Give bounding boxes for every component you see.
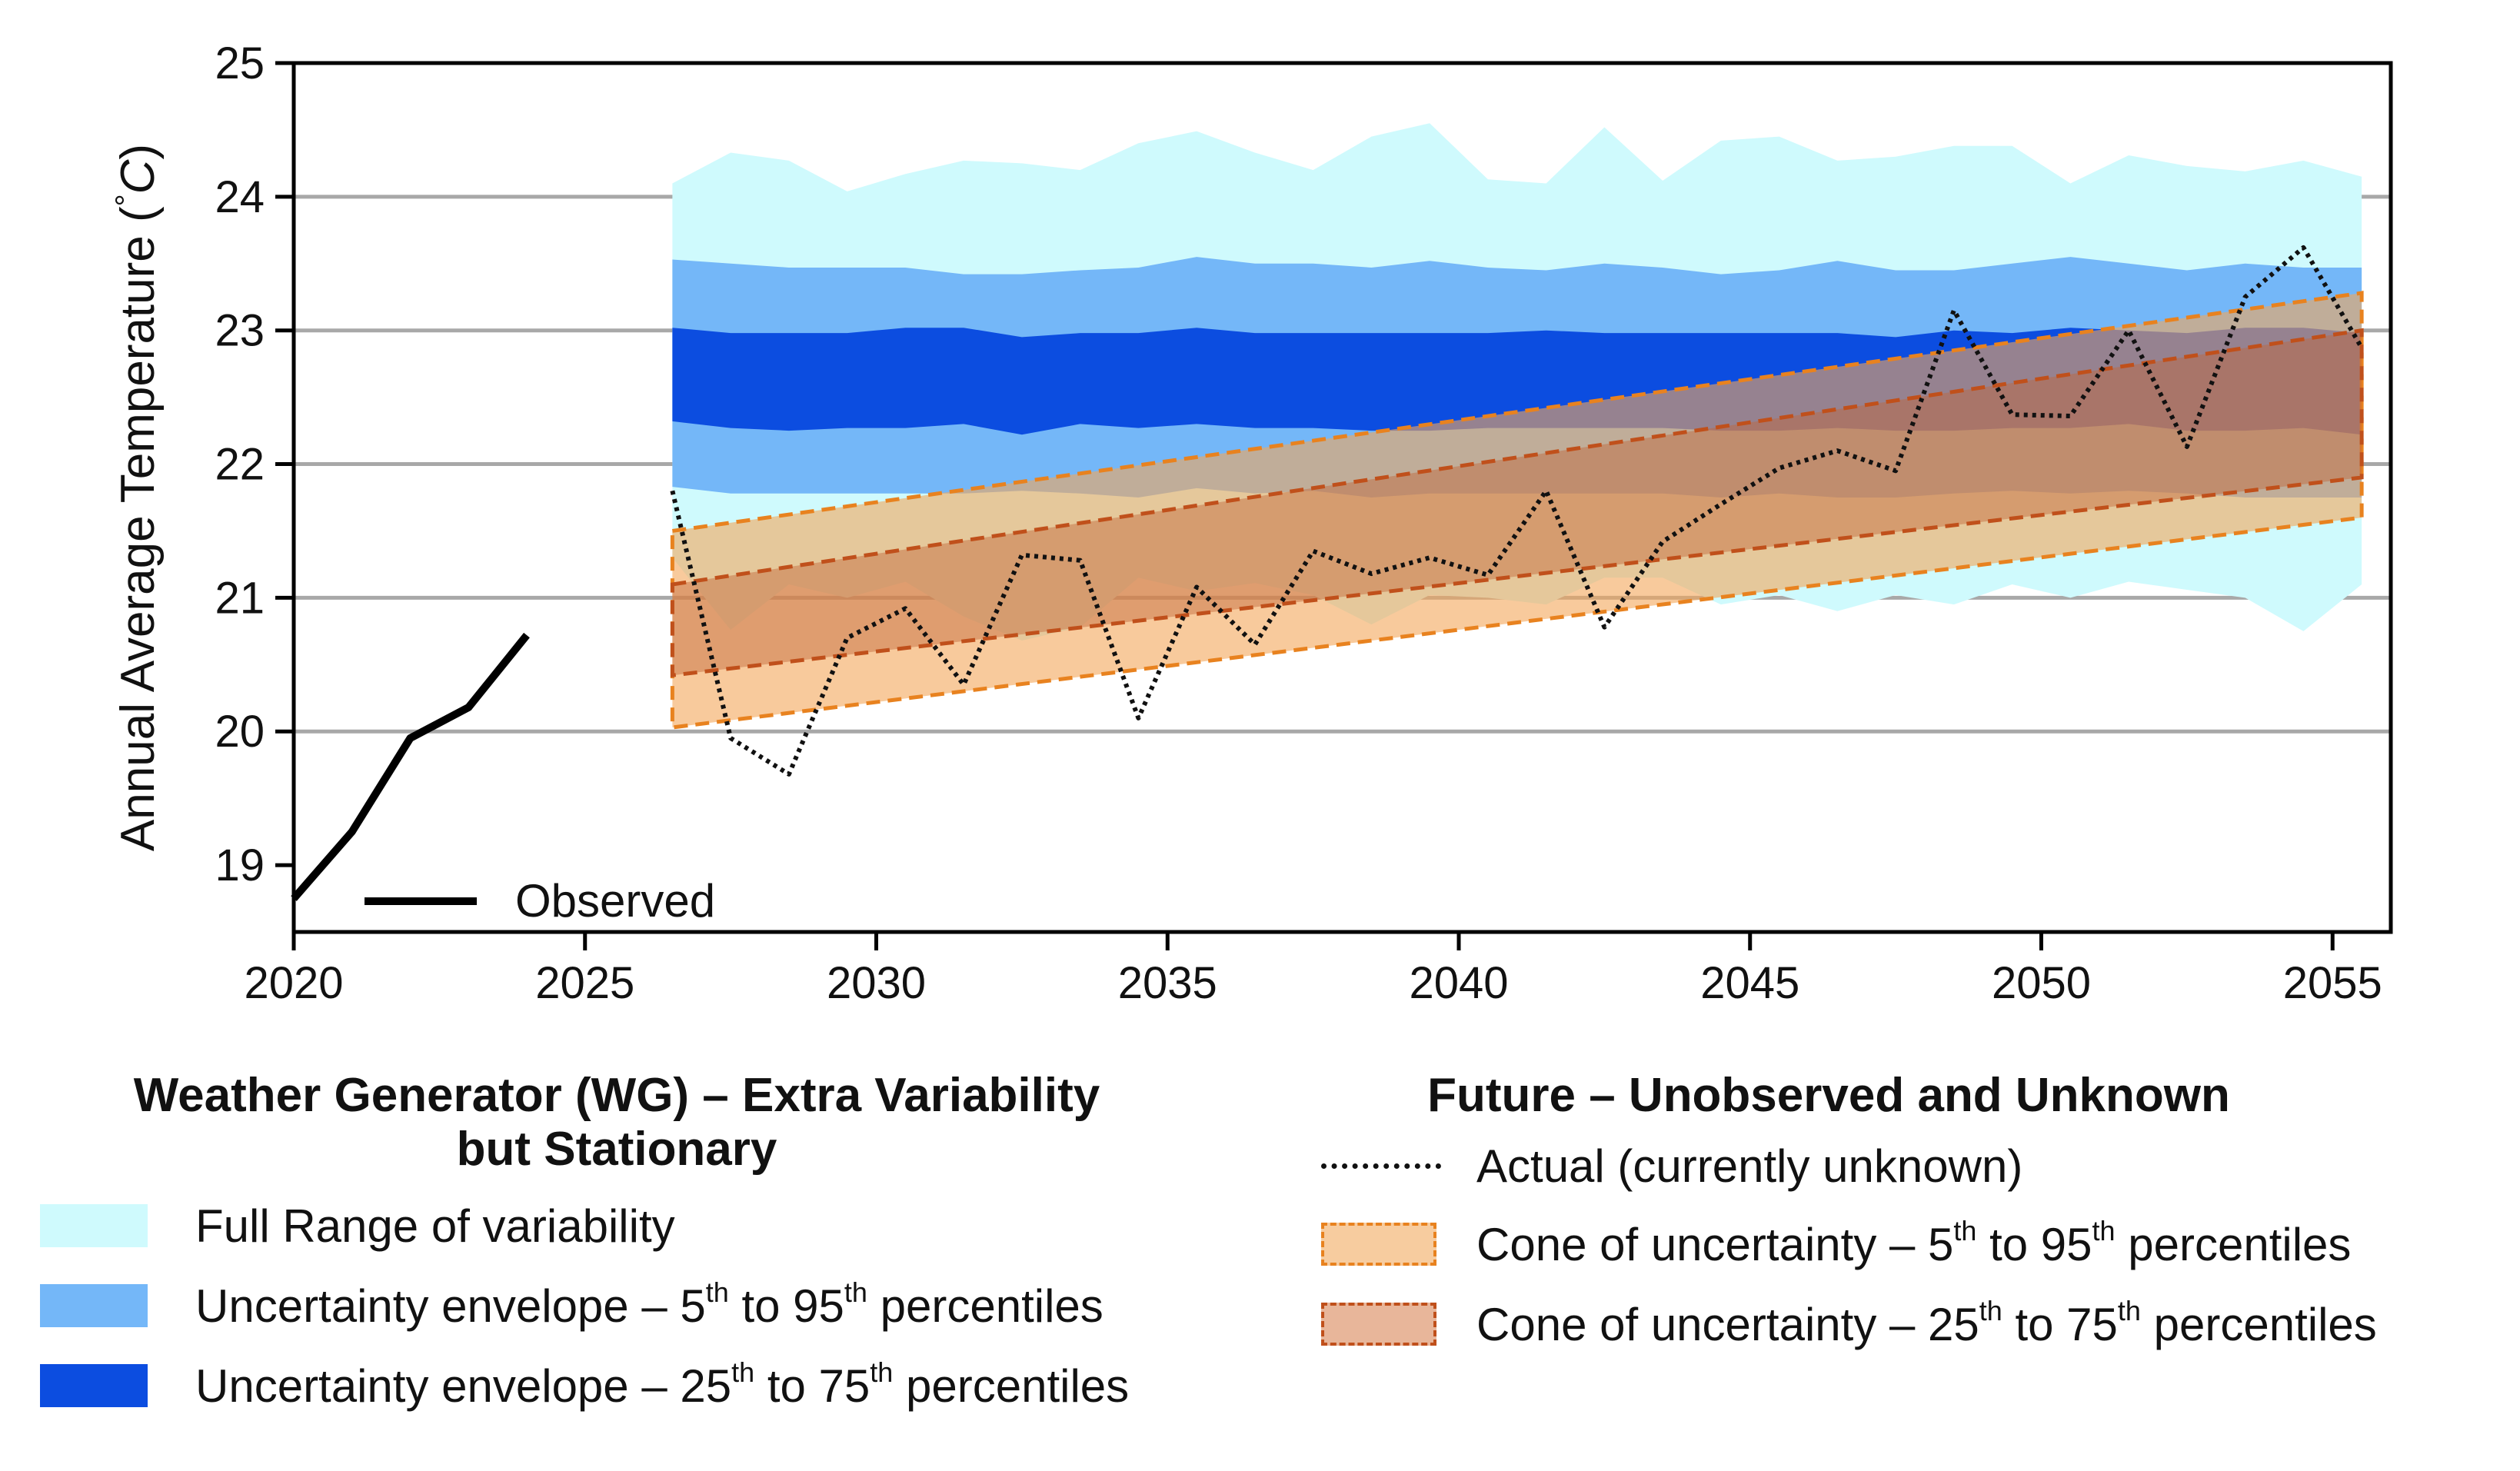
- cone95-text-c: percentiles: [2115, 1218, 2352, 1270]
- y-tick-label-25: 25: [215, 38, 265, 88]
- x-tick-label-2040: 2040: [1409, 958, 1508, 1008]
- cone-75-label: Cone of uncertainty – 25th to 75th perce…: [1476, 1294, 2377, 1351]
- y-axis-label-close: ): [112, 144, 165, 160]
- y-axis-label-main: Annual Average Temperature (: [112, 206, 165, 851]
- wg-legend-title-line1: Weather Generator (WG) – Extra Variabili…: [133, 1069, 1100, 1122]
- cone75-sup1: th: [1979, 1294, 2002, 1326]
- env75-text-a: Uncertainty envelope – 25: [195, 1360, 732, 1412]
- envelope-95-swatch: [40, 1284, 148, 1327]
- cone95-sup1: th: [1953, 1214, 1977, 1246]
- y-tick-label-20: 20: [215, 707, 265, 757]
- envelope-75-label: Uncertainty envelope – 25th to 75th perc…: [195, 1358, 1130, 1413]
- env95-sup1: th: [705, 1276, 729, 1308]
- future-legend-cone-75: Cone of uncertainty – 25th to 75th perce…: [1321, 1284, 2505, 1364]
- wg-legend-envelope-75: Uncertainty envelope – 25th to 75th perc…: [40, 1346, 1270, 1426]
- env95-sup2: th: [844, 1276, 867, 1308]
- wg-legend-title: Weather Generator (WG) – Extra Variabili…: [40, 1069, 1193, 1176]
- observed-legend: Observed: [365, 875, 715, 927]
- cone-25-75: [670, 328, 2364, 678]
- env75-sup1: th: [731, 1356, 755, 1388]
- cone95-text-b: to 95: [1976, 1218, 2092, 1270]
- future-legend-cone-95: Cone of uncertainty – 5th to 95th percen…: [1321, 1204, 2505, 1284]
- x-tick-label-2025: 2025: [535, 958, 634, 1008]
- env95-text-c: percentiles: [867, 1280, 1104, 1332]
- env75-sup2: th: [870, 1356, 894, 1388]
- x-tick-label-2030: 2030: [827, 958, 926, 1008]
- observed-legend-label: Observed: [515, 875, 715, 927]
- cone75-text-c: percentiles: [2140, 1298, 2377, 1350]
- y-tick-label-24: 24: [215, 172, 265, 222]
- wg-legend-envelope-95: Uncertainty envelope – 5th to 95th perce…: [40, 1266, 1270, 1346]
- uncertainty-cones: [670, 291, 2364, 730]
- env75-text-b: to 75: [754, 1360, 871, 1412]
- y-axis-label-unit: C: [112, 158, 165, 194]
- y-axis-label-degree: °: [110, 194, 144, 206]
- y-tick-label-19: 19: [215, 840, 265, 890]
- cone95-sup2: th: [2092, 1214, 2116, 1246]
- series-lines: [291, 245, 2364, 901]
- wg-legend-title-line2: but Stationary: [456, 1123, 777, 1176]
- full-range-label: Full Range of variability: [195, 1200, 675, 1252]
- envelope-75-swatch: [40, 1364, 148, 1407]
- y-tick-label-21: 21: [215, 573, 265, 623]
- axis-ticks: 2020 2025 2030 2035 2040 2045 2050 2055 19 20 21 22…: [215, 38, 2382, 1008]
- cone-5-95: [670, 291, 2364, 730]
- x-tick-label-2050: 2050: [1992, 958, 2091, 1008]
- y-axis-label: Annual Average Temperature (°C): [110, 144, 165, 851]
- full-range-swatch: [40, 1204, 148, 1247]
- env95-text-a: Uncertainty envelope – 5: [195, 1280, 706, 1332]
- actual-label: Actual (currently unknown): [1476, 1140, 2023, 1192]
- observed-line: [291, 632, 530, 901]
- actual-legend-line: [1321, 1163, 1441, 1169]
- cone95-text-a: Cone of uncertainty – 5: [1476, 1218, 1954, 1270]
- env95-text-b: to 95: [728, 1280, 844, 1332]
- x-tick-label-2035: 2035: [1118, 958, 1217, 1008]
- env75-text-c: percentiles: [893, 1360, 1130, 1412]
- future-legend: Future – Unobserved and Unknown Actual (…: [1321, 1069, 2505, 1364]
- x-tick-label-2055: 2055: [2283, 958, 2382, 1008]
- x-tick-label-2020: 2020: [244, 958, 343, 1008]
- cone-95-swatch: [1321, 1223, 1436, 1266]
- cone75-text-a: Cone of uncertainty – 25: [1476, 1298, 1979, 1350]
- future-legend-title: Future – Unobserved and Unknown: [1427, 1069, 2230, 1122]
- y-tick-label-23: 23: [215, 306, 265, 356]
- y-tick-label-22: 22: [215, 440, 265, 490]
- cone75-text-b: to 75: [2002, 1298, 2118, 1350]
- wg-legend-full-range: Full Range of variability: [40, 1186, 1270, 1266]
- plot-frame: [291, 61, 2393, 934]
- cone-95-label: Cone of uncertainty – 5th to 95th percen…: [1476, 1214, 2352, 1271]
- future-legend-actual: Actual (currently unknown): [1321, 1127, 2505, 1204]
- cone75-sup2: th: [2117, 1294, 2141, 1326]
- x-tick-label-2045: 2045: [1700, 958, 1799, 1008]
- envelope-95-label: Uncertainty envelope – 5th to 95th perce…: [195, 1278, 1104, 1333]
- wg-legend: Weather Generator (WG) – Extra Variabili…: [40, 1069, 1270, 1426]
- cone-75-swatch: [1321, 1303, 1436, 1346]
